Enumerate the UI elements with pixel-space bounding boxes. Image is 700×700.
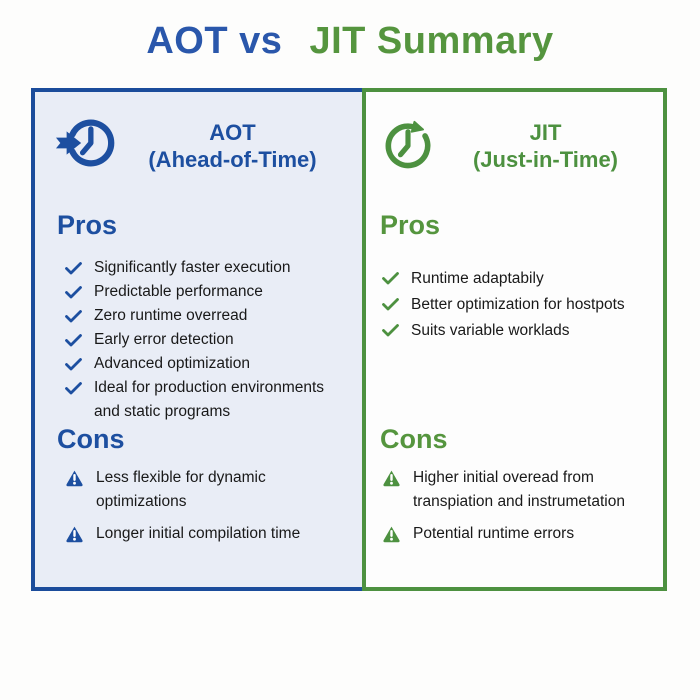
list-item: Less flexible for dynamic optimizations: [65, 466, 337, 514]
list-item: Early error detection: [65, 328, 351, 352]
jit-pros-list: Runtime adaptabily Better optimization f…: [382, 266, 660, 344]
check-icon: [65, 376, 82, 395]
jit-panel-header: JIT (Just-in-Time): [366, 112, 663, 179]
title-aot-part: AOT vs: [146, 20, 283, 62]
jit-panel-title: JIT (Just-in-Time): [438, 119, 663, 173]
jit-pros-heading: Pros: [380, 210, 441, 240]
check-icon: [382, 318, 399, 337]
check-icon: [65, 256, 82, 275]
jit-cons-heading: Cons: [380, 424, 448, 454]
clock-refresh-icon: [378, 112, 438, 179]
jit-subtitle: (Just-in-Time): [472, 146, 619, 172]
warning-icon: [382, 466, 401, 487]
aot-panel: AOT (Ahead-of-Time) Pros Significantly f…: [31, 88, 362, 591]
check-icon: [65, 304, 82, 323]
list-item: Zero runtime overread: [65, 304, 351, 328]
page-title: AOT vs JIT Summary: [0, 20, 700, 63]
check-icon: [65, 328, 82, 347]
aot-name: AOT: [209, 119, 256, 145]
aot-panel-title: AOT (Ahead-of-Time): [117, 119, 362, 173]
check-icon: [382, 292, 399, 311]
aot-panel-header: AOT (Ahead-of-Time): [35, 112, 362, 179]
comparison-panels: AOT (Ahead-of-Time) Pros Significantly f…: [31, 88, 667, 591]
list-item: Potential runtime errors: [382, 522, 660, 546]
warning-icon: [382, 522, 401, 543]
jit-panel: JIT (Just-in-Time) Pros Runtime adaptabi…: [362, 88, 667, 591]
list-item: Significantly faster execution: [65, 256, 351, 280]
list-item: Runtime adaptabily: [382, 266, 660, 292]
list-item: Suits variable worklads: [382, 318, 660, 344]
list-item: Ideal for production environments and st…: [65, 376, 351, 424]
aot-cons-heading: Cons: [57, 424, 125, 454]
clock-arrow-in-icon: [55, 112, 117, 179]
jit-name: JIT: [529, 119, 562, 145]
check-icon: [382, 266, 399, 285]
warning-icon: [65, 466, 84, 487]
list-item: Better optimization for hostpots: [382, 292, 660, 318]
list-item: Predictable performance: [65, 280, 351, 304]
list-item: Advanced optimization: [65, 352, 351, 376]
aot-pros-heading: Pros: [57, 210, 118, 240]
aot-pros-list: Significantly faster execution Predictab…: [65, 256, 351, 424]
check-icon: [65, 280, 82, 299]
list-item: Higher initial overead from transpiation…: [382, 466, 660, 514]
check-icon: [65, 352, 82, 371]
list-item: Longer initial compilation time: [65, 522, 337, 546]
aot-cons-list: Less flexible for dynamic optimizations …: [65, 466, 337, 554]
jit-cons-list: Higher initial overead from transpiation…: [382, 466, 660, 554]
warning-icon: [65, 522, 84, 543]
aot-subtitle: (Ahead-of-Time): [148, 146, 317, 172]
title-jit-part: JIT Summary: [309, 20, 554, 62]
